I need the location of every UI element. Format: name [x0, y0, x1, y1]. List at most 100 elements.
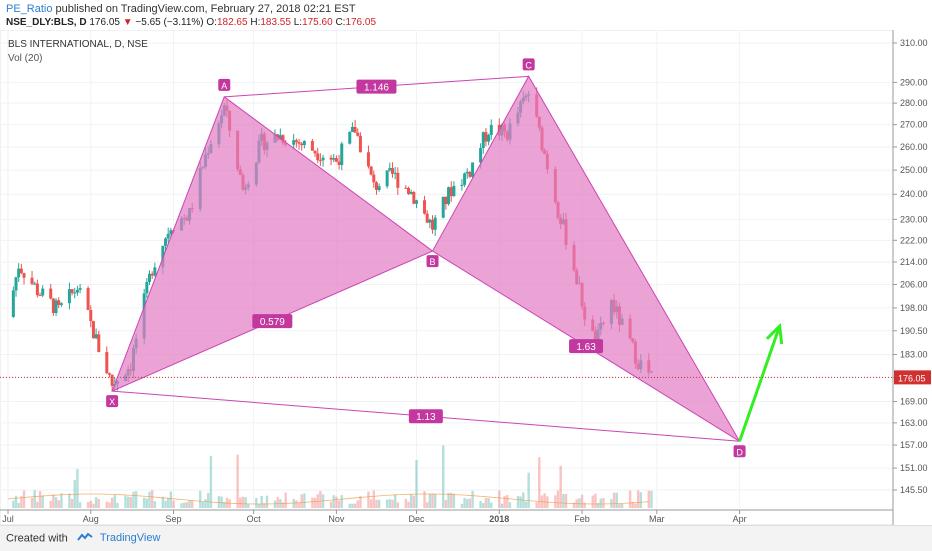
x-tick-label: Feb — [574, 514, 590, 524]
volume-bar — [431, 493, 433, 508]
candle-body — [319, 160, 322, 161]
volume-label: Vol (20) — [8, 53, 42, 64]
volume-bar — [314, 498, 316, 508]
volume-bar — [183, 503, 185, 508]
volume-bar — [276, 497, 278, 508]
candle-body — [89, 310, 92, 321]
candle-body — [404, 188, 407, 189]
price-chart[interactable]: 0.579 1.146 1.63 1.13 X A B C D 310.00 290.00 280.… — [0, 30, 932, 525]
candle-body — [378, 186, 381, 190]
volume-bar — [71, 499, 73, 508]
candle-body — [452, 186, 455, 196]
y-tick-label: 222.00 — [900, 235, 928, 245]
candle-body — [23, 273, 26, 278]
volume-bar — [640, 492, 642, 508]
volume-bar — [236, 455, 238, 508]
volume-bar — [55, 497, 57, 508]
volume-bar — [239, 498, 241, 508]
volume-bar — [330, 502, 332, 508]
last-price: 176.05 — [89, 17, 120, 28]
volume-bar — [111, 498, 113, 508]
candle-body — [428, 220, 431, 223]
volume-bar — [648, 491, 650, 508]
volume-bar — [23, 490, 25, 508]
candle-body — [164, 238, 167, 245]
candle-body — [442, 197, 445, 218]
plot-area[interactable] — [0, 30, 893, 525]
volume-bar — [450, 493, 452, 508]
candle-body — [372, 175, 375, 183]
volume-bar — [370, 499, 372, 508]
candle-body — [348, 132, 351, 144]
candle-body — [111, 375, 114, 386]
volume-bar — [333, 495, 335, 508]
volume-bar — [68, 494, 70, 508]
volume-bar — [357, 500, 359, 508]
volume-bar — [311, 498, 313, 508]
volume-bar — [351, 504, 353, 508]
candle-body — [36, 284, 39, 296]
y-tick-label: 214.00 — [900, 257, 928, 267]
volume-bar — [501, 504, 503, 508]
y-tick-label: 280.00 — [900, 98, 928, 108]
volume-bar — [135, 491, 137, 508]
candle-body — [466, 172, 469, 174]
point-label: X — [109, 397, 115, 407]
volume-bar — [39, 491, 41, 508]
y-tick-label: 145.50 — [900, 485, 928, 495]
candle-body — [338, 162, 341, 165]
volume-bar — [180, 503, 182, 508]
volume-bar — [31, 498, 33, 508]
volume-bar — [303, 493, 305, 508]
volume-bar — [434, 494, 436, 508]
candle-body — [73, 293, 76, 294]
author-link[interactable]: PE_Ratio — [6, 3, 52, 15]
candle-body — [300, 144, 303, 146]
volume-bar — [621, 504, 623, 508]
volume-bar — [394, 494, 396, 508]
candle-body — [55, 300, 58, 313]
point-label: D — [736, 447, 743, 457]
volume-bar — [58, 500, 60, 508]
volume-bar — [559, 466, 561, 508]
y-tick-label: 206.00 — [900, 280, 928, 290]
candle-body — [20, 269, 23, 273]
candle-body — [151, 274, 154, 276]
candle-body — [322, 158, 325, 161]
volume-bar — [52, 494, 54, 508]
volume-bar — [42, 496, 44, 508]
volume-bar — [637, 490, 639, 508]
y-tick-label: 230.00 — [900, 214, 928, 224]
volume-bar — [162, 497, 164, 508]
volume-bar — [429, 494, 431, 508]
volume-bar — [106, 502, 108, 508]
down-triangle-icon: ▼ — [123, 17, 133, 28]
x-tick-label: Jul — [2, 514, 14, 524]
candle-body — [60, 303, 63, 305]
candle-body — [407, 188, 410, 194]
volume-bar — [210, 456, 212, 508]
candle-body — [482, 132, 485, 148]
tradingview-link[interactable]: TradingView — [100, 532, 161, 544]
volume-bar — [244, 497, 246, 508]
volume-bar — [191, 501, 193, 508]
volume-bar — [618, 504, 620, 508]
candle-body — [450, 187, 453, 196]
candle-body — [295, 140, 298, 142]
candle-body — [15, 277, 18, 290]
low-label: L: — [294, 17, 302, 28]
volume-bar — [341, 495, 343, 508]
volume-bar — [463, 498, 465, 508]
volume-bar — [146, 499, 148, 508]
candle-body — [332, 158, 335, 159]
candle-body — [57, 300, 60, 305]
symbol-label: NSE_DLY:BLS, D — [6, 17, 87, 28]
x-tick-label: Aug — [83, 514, 99, 524]
volume-bar — [482, 503, 484, 508]
volume-bar — [629, 491, 631, 508]
candle-body — [76, 290, 79, 293]
volume-bar — [87, 502, 89, 508]
volume-bar — [172, 500, 174, 508]
volume-bar — [613, 493, 615, 508]
volume-bar — [164, 501, 166, 508]
